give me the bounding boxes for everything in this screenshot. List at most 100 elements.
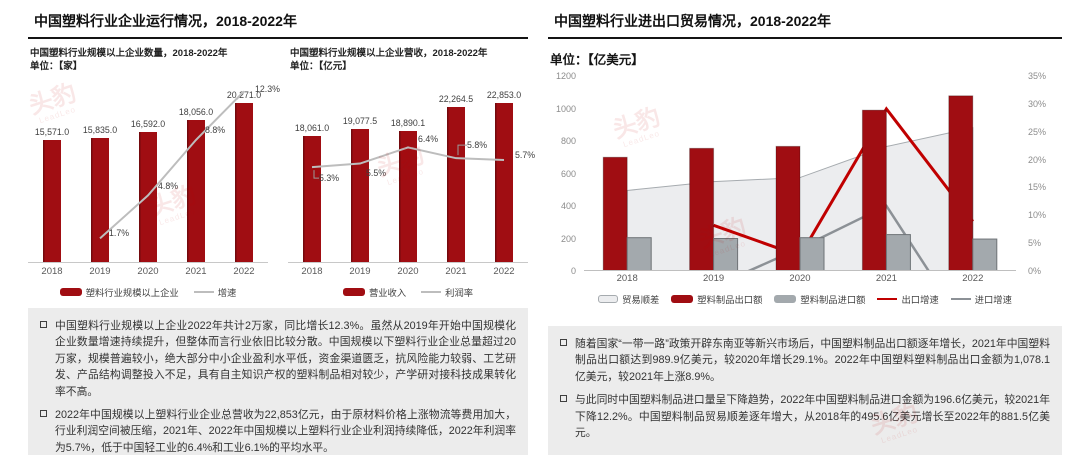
bar-value-label: 15,571.0: [34, 126, 70, 137]
right-notes-box: 随着国家“一带一路”政策开辟东南亚等新兴市场后，中国塑料制品出口额逐年增长，20…: [548, 326, 1062, 455]
line-value-label: 5.8%: [467, 140, 488, 151]
legend-area-swatch: [598, 295, 619, 303]
legend-bar-swatch: [342, 288, 365, 296]
x-axis: 2018 2019 2020 2021 2022: [584, 273, 1016, 287]
growth-line-layer: [311, 144, 505, 179]
right-axis-tick-label: 25%: [1028, 126, 1047, 137]
bar-2022: [235, 103, 253, 262]
x-axis-label: 2018: [41, 266, 63, 277]
right-axis-tick-label: 15%: [1028, 182, 1047, 193]
legend-label: 利润率: [445, 288, 474, 298]
label-callout-line: [457, 144, 467, 156]
legend-item: 利润率: [421, 285, 473, 299]
legend-item: 塑料制品进口额: [774, 292, 865, 306]
legend-item: 增速: [193, 285, 237, 299]
chart-subtitle-text: 中国塑料行业规模以上企业数量，2018-2022年: [30, 48, 228, 59]
chart-legend: 塑料行业规模以上企业 增速: [28, 285, 268, 299]
bar-2018: [43, 139, 61, 262]
chart-subtitle: 中国塑料行业规模以上企业数量，2018-2022年 单位：【家】: [28, 48, 268, 75]
legend-bar-swatch: [59, 288, 82, 296]
legend-item: 贸易顺差: [598, 292, 659, 306]
x-axis-label: 2018: [301, 266, 323, 277]
chart-import-export-trade: 0 200 400 600 800 1000 1200 0% 5% 10% 15% 20% 25% 30…: [548, 71, 1062, 290]
export-bar-2022: [948, 95, 974, 271]
note-item: 与此同时中国塑料制品进口量呈下降趋势，2022年中国塑料制品进口金额为196.6…: [560, 392, 1050, 441]
line-value-label: 5.3%: [319, 173, 340, 184]
panel-enterprise-operation: 中国塑料行业企业运行情况，2018-2022年 中国塑料行业规模以上企业数量，2…: [28, 8, 535, 456]
line-value-label: 8.8%: [205, 124, 226, 135]
legend-line-swatch: [193, 291, 214, 293]
square-bullet-icon: [40, 410, 47, 418]
plot-area: [584, 76, 1016, 271]
legend-bar-swatch: [671, 295, 694, 303]
legend-label: 塑料制品出口额: [697, 295, 763, 305]
bar-2020: [139, 131, 157, 262]
chart-legend: 贸易顺差 塑料制品出口额 塑料制品进口额 出口增速 进口增速: [548, 292, 1062, 306]
bar-value-label: 18,890.1: [390, 117, 426, 128]
x-axis-label: 2020: [789, 273, 811, 284]
square-bullet-icon: [560, 339, 567, 346]
legend-item: 塑料行业规模以上企业: [59, 285, 179, 299]
x-axis-label: 2018: [616, 273, 638, 284]
note-item: 中国塑料行业规模以上企业2022年共计2万家，同比增长12.3%。虽然从2019…: [40, 318, 516, 400]
x-axis-label: 2019: [703, 273, 725, 284]
left-axis-tick-label: 1200: [555, 71, 576, 81]
chart-unit-label: 单位：【亿美元】: [550, 53, 644, 67]
right-axis-tick-label: 35%: [1028, 71, 1047, 81]
right-axis-tick-label: 30%: [1028, 98, 1047, 109]
bar-value-label: 16,592.0: [130, 118, 166, 129]
legend-line-swatch: [421, 291, 442, 293]
export-growth-line: [713, 106, 974, 258]
x-axis-label: 2019: [89, 266, 111, 277]
import-growth-line: [745, 204, 931, 271]
bar-value-label: 22,853.0: [486, 90, 522, 100]
import-bar-2020: [799, 237, 825, 271]
note-text: 随着国家“一带一路”政策开辟东南亚等新兴市场后，中国塑料制品出口额逐年增长，20…: [575, 338, 1050, 383]
chart-legend: 营业收入 利润率: [288, 285, 528, 299]
right-axis-labels: 0% 5% 10% 15% 20% 25% 30% 35%: [1020, 71, 1062, 276]
bar-value-label: 20,271.0: [226, 90, 262, 100]
square-bullet-icon: [40, 321, 47, 328]
line-value-label: 1.7%: [109, 228, 130, 239]
export-bar-2018: [602, 156, 628, 271]
legend-label: 出口增速: [901, 295, 939, 305]
left-axis-tick-label: 1000: [555, 103, 576, 114]
charts-row: 中国塑料行业规模以上企业数量，2018-2022年 单位：【家】 15,571.…: [28, 48, 535, 299]
line-value-label: 6.4%: [418, 134, 439, 145]
legend-item: 塑料制品出口额: [671, 292, 762, 306]
legend-label: 塑料行业规模以上企业: [85, 288, 179, 298]
growth-line-layer: [99, 90, 245, 240]
combo-chart-layer: [584, 95, 1016, 271]
x-axis-label: 2022: [962, 273, 984, 284]
right-axis-tick-label: 0%: [1028, 266, 1042, 276]
export-bar-2019: [689, 147, 715, 271]
right-axis-tick-label: 20%: [1028, 154, 1047, 165]
legend-label: 塑料制品进口额: [800, 295, 866, 305]
left-axis-tick-label: 0: [570, 266, 576, 276]
x-axis-label: 2021: [445, 266, 467, 277]
x-axis-label: 2019: [349, 266, 371, 277]
x-axis: 2018 2019 2020 2021 2022: [28, 266, 268, 277]
export-bar-2021: [861, 109, 887, 271]
x-axis: 2018 2019 2020 2021 2022: [288, 266, 528, 277]
chart-subtitle-text: 中国塑料行业规模以上企业营收，2018-2022年: [290, 48, 488, 59]
bar-value-label: 18,061.0: [294, 123, 330, 134]
export-bar-2020: [775, 145, 801, 271]
note-item: 2022年中国规模以上塑料行业企业总营收为22,853亿元，由于原材料价格上涨物…: [40, 407, 516, 456]
left-axis-labels: 0 200 400 600 800 1000 1200: [548, 71, 578, 276]
bar-value-label: 15,835.0: [82, 124, 118, 135]
growth-line: [99, 90, 245, 240]
legend-label: 贸易顺差: [622, 295, 660, 305]
left-axis-tick-label: 400: [560, 201, 576, 211]
legend-label: 增速: [217, 288, 237, 298]
legend-line-swatch: [877, 298, 898, 300]
note-text: 中国塑料行业规模以上企业2022年共计2万家，同比增长12.3%。虽然从2019…: [55, 320, 516, 398]
legend-item: 营业收入: [342, 285, 406, 299]
panel-title: 中国塑料行业进出口贸易情况，2018-2022年: [548, 8, 1062, 39]
chart-unit-label: 单位：【家】: [30, 60, 83, 72]
import-bar-2018: [626, 237, 652, 271]
left-axis-tick-label: 600: [560, 168, 576, 179]
x-axis-label: 2022: [233, 266, 255, 277]
plot-area: 18,061.0 19,077.5 18,890.1 22,264.5 22,853.0…: [288, 83, 535, 263]
line-value-label: 12.3%: [255, 84, 280, 95]
